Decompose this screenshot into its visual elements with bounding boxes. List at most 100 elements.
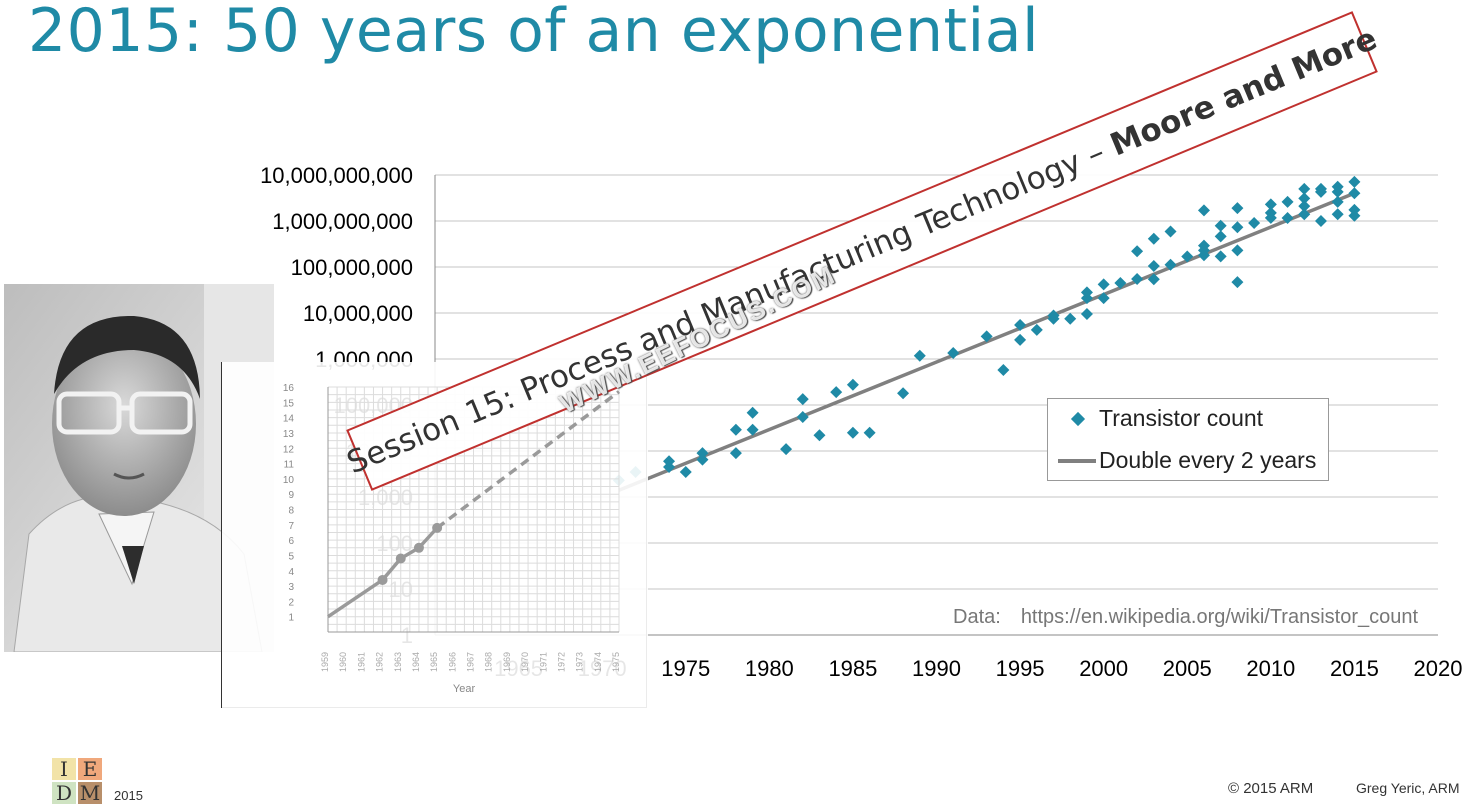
inset-x-tick-label: 1975	[611, 652, 621, 672]
inset-x-tick-label: 1973	[575, 652, 585, 672]
copyright-text: © 2015 ARM	[1228, 780, 1314, 797]
data-point	[1097, 292, 1110, 305]
data-point	[1231, 202, 1244, 215]
data-point	[1164, 258, 1177, 271]
x-tick-label: 2020	[1414, 656, 1463, 681]
inset-x-tick-label: 1964	[411, 652, 421, 672]
inset-x-tick-label: 1969	[502, 652, 512, 672]
x-tick-label: 1985	[828, 656, 877, 681]
legend-item-double-every-2-years: Double every 2 years	[1048, 447, 1316, 474]
inset-x-axis-label: Year	[453, 683, 476, 695]
inset-data-point	[395, 553, 406, 564]
data-point	[1231, 221, 1244, 234]
data-point	[1231, 276, 1244, 289]
data-point	[1298, 200, 1311, 213]
data-point	[1114, 276, 1127, 289]
inset-data-point	[413, 542, 424, 553]
legend-label-transistor-count: Transistor count	[1099, 405, 1264, 431]
data-point	[863, 426, 876, 439]
data-point	[1348, 187, 1361, 200]
x-tick-label: 1980	[745, 656, 794, 681]
data-point	[1264, 206, 1277, 219]
data-point	[746, 406, 759, 419]
inset-y-tick-label: 11	[284, 460, 295, 471]
data-point	[830, 386, 843, 399]
y-tick-label: 100,000,000	[291, 255, 413, 280]
data-source-label: Data:	[953, 606, 1001, 628]
data-point	[947, 347, 960, 360]
data-point	[813, 429, 826, 442]
data-point	[1281, 212, 1294, 225]
data-point	[1014, 333, 1027, 346]
data-point	[1348, 175, 1361, 188]
data-point	[846, 426, 859, 439]
data-point	[1331, 195, 1344, 208]
iedm-logo: I E D M	[52, 758, 102, 804]
inset-x-tick-label: 1970	[520, 652, 530, 672]
data-point	[1348, 209, 1361, 222]
data-point	[1064, 312, 1077, 325]
data-point	[1164, 225, 1177, 238]
slide-title: 2015: 50 years of an exponential	[28, 0, 1040, 66]
inset-x-tick-label: 1971	[538, 652, 548, 672]
data-point	[897, 387, 910, 400]
data-point	[729, 423, 742, 436]
data-point	[1147, 260, 1160, 273]
inset-x-tick-label: 1962	[375, 652, 385, 672]
data-point	[1214, 219, 1227, 232]
logo-cell-4: M	[78, 781, 102, 805]
legend-diamond-marker	[1070, 411, 1086, 426]
inset-y-tick-label: 5	[288, 551, 294, 562]
data-point	[1014, 318, 1027, 331]
inset-y-tick-label: 6	[288, 536, 294, 547]
inset-x-tick-label: 1963	[393, 652, 403, 672]
author-text: Greg Yeric, ARM	[1356, 780, 1460, 796]
data-source-note: Data: https://en.wikipedia.org/wiki/Trans…	[953, 606, 1418, 629]
inset-x-tick-label: 1968	[484, 652, 494, 672]
data-point	[796, 393, 809, 406]
data-point	[1197, 204, 1210, 217]
data-point	[1298, 192, 1311, 205]
inset-y-tick-label: 15	[283, 398, 295, 409]
inset-x-tick-label: 1960	[338, 652, 348, 672]
data-point	[1197, 249, 1210, 262]
data-source-url[interactable]: https://en.wikipedia.org/wiki/Transistor…	[1020, 606, 1419, 628]
inset-y-tick-label: 10	[283, 475, 295, 486]
data-point	[796, 410, 809, 423]
logo-cell-2: E	[78, 758, 102, 780]
inset-extrapolation-line	[436, 390, 621, 530]
inset-y-tick-label: 16	[283, 383, 295, 394]
data-point	[1298, 208, 1311, 221]
data-point	[780, 443, 793, 456]
data-point	[1030, 323, 1043, 336]
data-point	[997, 363, 1010, 376]
data-point	[1281, 195, 1294, 208]
inset-x-tick-label: 1972	[556, 652, 566, 672]
x-tick-label: 2010	[1246, 656, 1295, 681]
inset-y-tick-label: 8	[288, 506, 294, 517]
x-tick-label: 1975	[661, 656, 710, 681]
data-point	[663, 455, 676, 468]
data-point	[1147, 273, 1160, 286]
data-point	[1331, 185, 1344, 198]
x-tick-label: 2005	[1163, 656, 1212, 681]
inset-y-tick-label: 7	[288, 521, 294, 532]
inset-y-tick-label: 2	[288, 597, 294, 608]
data-point	[1314, 185, 1327, 198]
data-point	[1214, 230, 1227, 243]
y-tick-label: 10,000,000,000	[260, 163, 413, 188]
inset-x-tick-label: 1961	[356, 652, 366, 672]
data-point	[1248, 217, 1261, 230]
data-point	[1181, 250, 1194, 263]
y-tick-label: 10,000,000	[303, 301, 413, 326]
legend-label-double-every-2-years: Double every 2 years	[1099, 447, 1317, 473]
data-point	[679, 465, 692, 478]
inset-x-tick-label: 1974	[593, 652, 603, 672]
inset-y-tick-label: 1	[288, 613, 294, 624]
inset-x-tick-label: 1965	[429, 652, 439, 672]
logo-cell-3: D	[52, 782, 76, 804]
data-point	[1047, 309, 1060, 322]
data-point	[1131, 245, 1144, 258]
data-point	[1231, 244, 1244, 257]
inset-y-tick-label: 12	[283, 444, 295, 455]
